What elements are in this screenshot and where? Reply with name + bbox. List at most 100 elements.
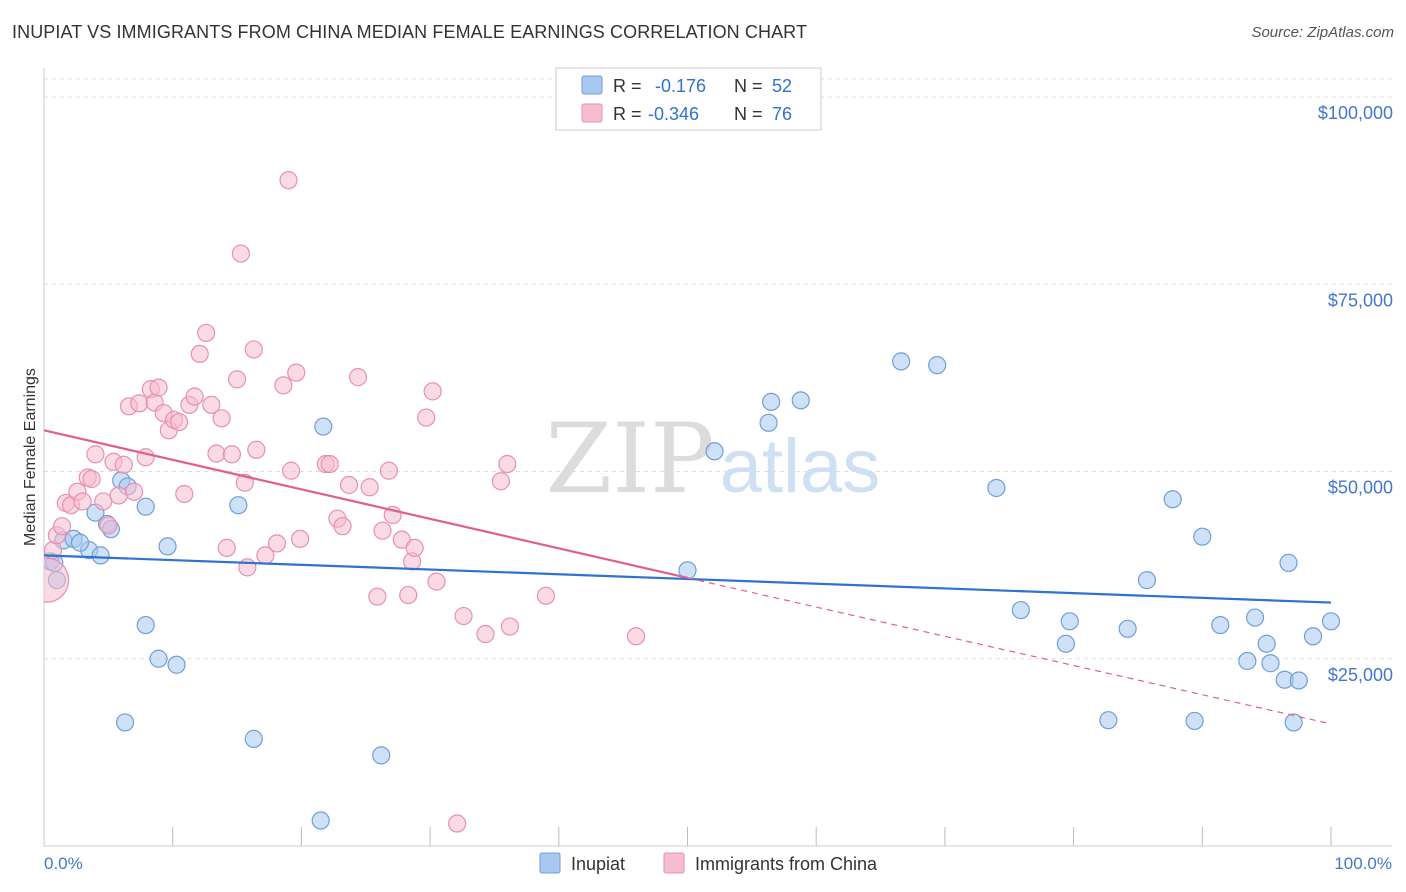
china-point — [373, 521, 392, 540]
inupiat-point — [149, 649, 168, 668]
inupiat-point — [1257, 634, 1276, 653]
china-point — [500, 617, 519, 636]
china-point — [320, 454, 339, 474]
inupiat-point — [229, 496, 248, 515]
china-point — [536, 586, 556, 605]
china-point — [44, 557, 70, 603]
china-point — [94, 492, 113, 511]
legend-r-label-pink: R = — [613, 104, 642, 124]
china-point — [498, 454, 517, 474]
watermark: ZIP atlas — [545, 403, 880, 515]
inupiat-point — [167, 655, 186, 674]
china-point — [368, 587, 387, 606]
series-inupiat-points — [44, 352, 1341, 830]
china-point — [287, 363, 306, 382]
stats-legend: R = -0.176 N = 52 R = -0.346 N = 76 — [555, 67, 822, 131]
china-point — [427, 572, 446, 591]
china-point — [339, 475, 359, 495]
watermark-zip: ZIP — [545, 403, 714, 515]
x-tick-label-min: 0.0% — [44, 854, 83, 873]
china-point — [217, 538, 236, 557]
inupiat-point — [1284, 713, 1303, 732]
china-point — [109, 486, 128, 505]
bottom-legend-label-inupiat: Inupiat — [571, 854, 625, 874]
inupiat-point — [136, 615, 155, 635]
inupiat-point — [70, 533, 90, 552]
china-point — [130, 394, 149, 413]
inupiat-point — [1099, 711, 1118, 730]
inupiat-point — [791, 391, 810, 410]
legend-swatch-blue — [581, 75, 603, 95]
bottom-legend-swatch-china — [663, 852, 685, 874]
series-china-points — [44, 171, 646, 833]
y-tick-label: $50,000 — [1328, 478, 1393, 498]
inupiat-point — [1321, 612, 1341, 631]
china-point — [114, 455, 133, 474]
china-point — [73, 492, 92, 511]
x-axis-ticks — [172, 827, 1332, 846]
china-point — [207, 444, 226, 463]
china-point — [99, 516, 118, 535]
china-point — [333, 517, 352, 536]
inupiat-point — [705, 442, 724, 461]
china-point — [291, 529, 310, 549]
inupiat-point — [1118, 619, 1137, 638]
inupiat-point — [244, 729, 263, 748]
y-tick-label: $75,000 — [1328, 290, 1393, 310]
china-point — [399, 585, 418, 605]
china-point — [423, 382, 442, 401]
bottom-legend-swatch-inupiat — [539, 852, 561, 874]
inupiat-point — [1303, 627, 1323, 646]
china-point — [360, 478, 379, 497]
inupiat-point — [1261, 654, 1280, 673]
china-point — [491, 472, 510, 491]
inupiat-point — [115, 713, 135, 732]
inupiat-point — [91, 546, 110, 565]
china-point — [279, 171, 298, 190]
china-point — [197, 323, 216, 343]
inupiat-point — [987, 478, 1006, 498]
china-point — [238, 558, 257, 577]
inupiat-point — [314, 417, 333, 436]
trend-line-inupiat — [43, 554, 1332, 604]
y-tick-label: $25,000 — [1328, 665, 1393, 685]
inupiat-point — [1211, 615, 1230, 635]
inupiat-point — [1193, 527, 1212, 546]
x-tick-label-max: 100.0% — [1334, 854, 1392, 873]
china-point — [417, 408, 436, 427]
inupiat-point — [1245, 608, 1265, 627]
inupiat-point — [759, 413, 778, 432]
china-point — [82, 469, 101, 489]
china-point — [626, 627, 646, 646]
china-point — [379, 461, 399, 480]
china-point — [274, 376, 293, 395]
legend-r-label-blue: R = — [613, 76, 642, 96]
source-credit: Source: ZipAtlas.com — [1251, 24, 1394, 41]
china-point — [86, 445, 105, 464]
china-point — [348, 368, 368, 387]
chart-title: INUPIAT VS IMMIGRANTS FROM CHINA MEDIAN … — [12, 22, 808, 42]
china-point — [454, 606, 473, 626]
china-point — [149, 378, 168, 397]
inupiat-point — [372, 746, 391, 765]
inupiat-point — [1060, 612, 1079, 631]
inupiat-point — [1011, 600, 1030, 620]
china-point — [170, 412, 189, 432]
legend-n-label-pink: N = — [734, 104, 763, 124]
legend-swatch-pink — [581, 103, 603, 123]
legend-r-value-pink: -0.346 — [648, 104, 699, 124]
inupiat-point — [1056, 634, 1075, 653]
china-point — [52, 517, 72, 536]
inupiat-point — [1238, 651, 1257, 671]
china-point — [175, 484, 194, 504]
series-legend: Inupiat Immigrants from China — [539, 852, 878, 874]
trend-line-china — [43, 429, 688, 579]
china-point — [244, 340, 263, 359]
legend-n-label-blue: N = — [734, 76, 763, 96]
legend-r-value-blue: -0.176 — [655, 76, 706, 96]
china-point — [267, 534, 287, 553]
china-point — [222, 445, 242, 464]
legend-n-value-blue: 52 — [772, 76, 792, 96]
bottom-legend-label-china: Immigrants from China — [695, 854, 878, 874]
